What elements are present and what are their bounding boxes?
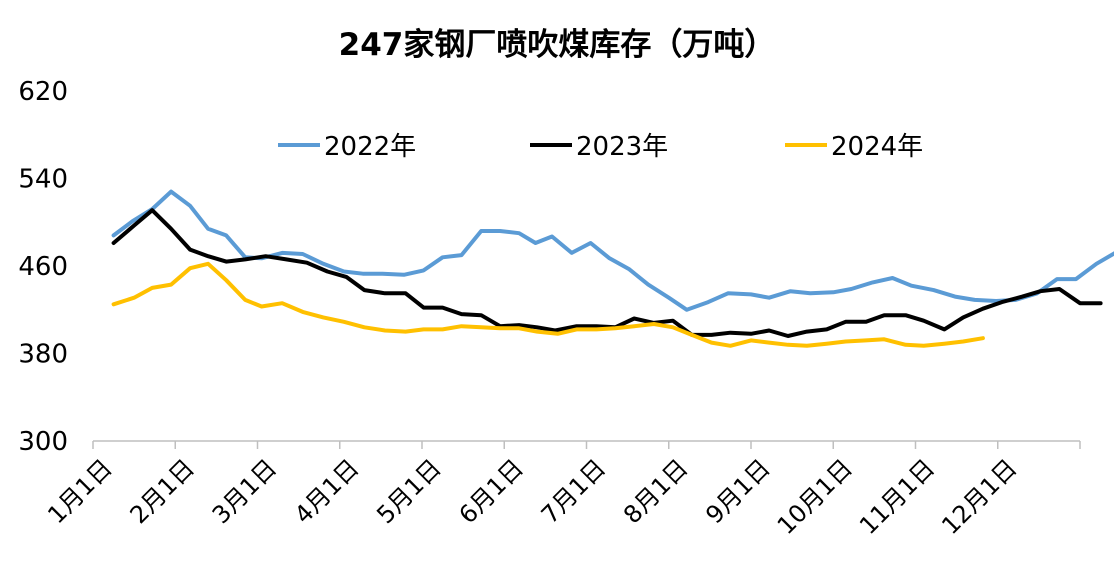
series-line-2024年 — [111, 261, 985, 348]
series-line-2023年 — [111, 208, 1103, 338]
series-lines — [111, 189, 1114, 348]
y-tick-label: 620 — [18, 77, 68, 107]
x-tick-label: 12月1日 — [936, 454, 1022, 540]
y-tick-label: 460 — [18, 252, 68, 282]
x-tick-label: 5月1日 — [371, 454, 446, 529]
x-tick-label: 7月1日 — [536, 454, 611, 529]
x-tick-label: 10月1日 — [772, 454, 858, 540]
x-tick-label: 8月1日 — [618, 454, 693, 529]
series-line-2022年 — [111, 189, 1114, 312]
x-tick-label: 4月1日 — [289, 454, 364, 529]
chart-title: 247家钢厂喷吹煤库存（万吨） — [339, 27, 776, 63]
legend-label: 2024年 — [831, 132, 923, 162]
x-tick-label: 6月1日 — [454, 454, 529, 529]
x-tick-label: 2月1日 — [125, 454, 200, 529]
legend-label: 2022年 — [324, 132, 416, 162]
y-tick-label: 380 — [18, 340, 68, 370]
x-tick-label: 1月1日 — [42, 454, 117, 529]
x-axis-ticks — [92, 441, 1081, 449]
y-axis-labels: 300 380 460 540 620 — [18, 77, 68, 457]
x-tick-label: 9月1日 — [700, 454, 775, 529]
y-tick-label: 300 — [18, 427, 68, 457]
x-tick-label: 11月1日 — [854, 454, 940, 540]
x-tick-label: 3月1日 — [207, 454, 282, 529]
x-axis-labels: 1月1日 2月1日 3月1日 4月1日 5月1日 6月1日 7月1日 8月1日 9月1日10月1… — [42, 454, 1022, 540]
y-tick-label: 540 — [18, 165, 68, 195]
legend-label: 2023年 — [576, 132, 668, 162]
legend: 2022年 2023年 2024年 — [278, 132, 923, 162]
